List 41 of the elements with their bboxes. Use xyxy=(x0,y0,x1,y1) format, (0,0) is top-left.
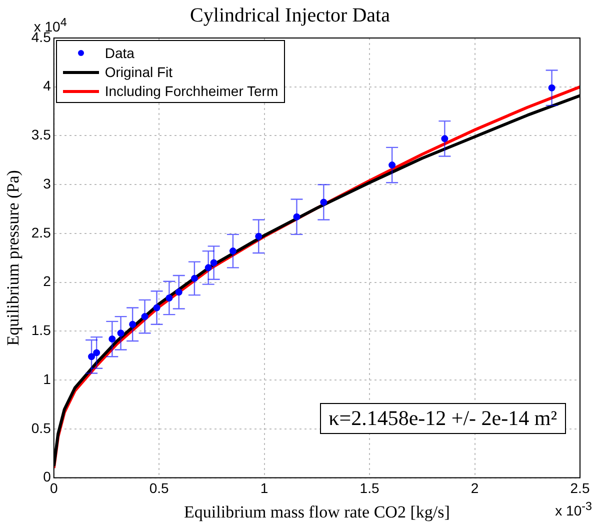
chart-title: Cylindrical Injector Data xyxy=(190,4,390,26)
y-tick-label: 3 xyxy=(43,175,52,192)
point xyxy=(388,162,396,169)
y-tick-label: 3.5 xyxy=(31,126,52,143)
point xyxy=(108,336,116,343)
point xyxy=(320,198,328,206)
point xyxy=(129,320,136,328)
annotation: κ=2.1458e-12 +/- 2e-14 m² xyxy=(320,402,566,434)
point xyxy=(153,304,160,312)
point xyxy=(229,248,236,255)
y-tick-label: 0 xyxy=(43,468,52,485)
x-tick-label: 0.5 xyxy=(149,480,170,496)
y-tick-label: 1.5 xyxy=(31,322,52,338)
y-axis-title: Equilibrium pressure (Pa) xyxy=(4,170,23,346)
point xyxy=(548,84,556,92)
legend-label: Data xyxy=(104,44,134,60)
point xyxy=(293,213,300,220)
point xyxy=(141,313,148,320)
x-tick-label: 1 xyxy=(260,480,268,496)
x-tick-label: 2 xyxy=(470,480,479,496)
x-tick-label: 2.5 xyxy=(570,480,590,496)
x-axis-title: Equilibrium mass flow rate CO2 [kg/s] xyxy=(184,502,450,522)
y-tick-label: 0.5 xyxy=(31,420,52,436)
legend-label: Including Forchheimer Term xyxy=(104,82,278,98)
point xyxy=(166,294,173,302)
text: x 10$^{-3}$ xyxy=(555,500,592,518)
point xyxy=(210,259,218,266)
point xyxy=(204,264,212,272)
y-tick-label: 2 xyxy=(43,273,52,290)
x-tick-label: 1.5 xyxy=(360,480,380,496)
point xyxy=(255,232,262,240)
y-tick-label: 2.5 xyxy=(31,224,52,240)
point xyxy=(117,330,124,337)
y-tick-label: 1 xyxy=(43,370,52,387)
point xyxy=(175,288,182,296)
point xyxy=(88,353,96,360)
point xyxy=(190,274,198,282)
point xyxy=(441,135,448,142)
y-tick-label: 4 xyxy=(43,78,52,94)
point xyxy=(93,349,100,356)
legend-label: Original Fit xyxy=(104,64,173,80)
